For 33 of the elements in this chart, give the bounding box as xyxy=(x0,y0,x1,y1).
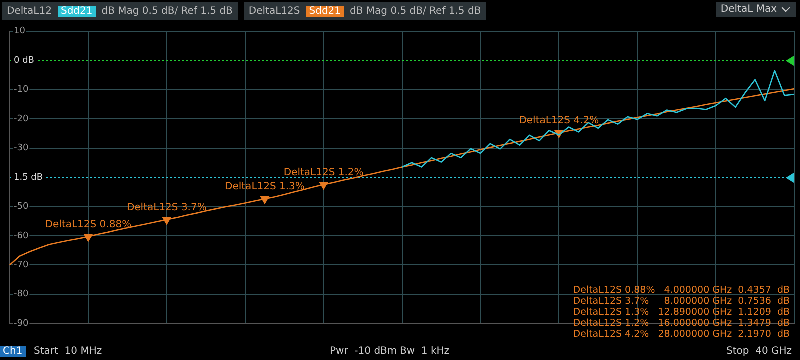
annotation: DeltaL12S 1.2% xyxy=(284,167,364,178)
text: Stop 40 GHz xyxy=(726,346,792,357)
legend-label: DeltaL12 xyxy=(7,6,52,16)
annotation: DeltaL12S 3.7% 8.000000 GHz 0.7536 dB xyxy=(573,296,790,307)
annotation: DeltaL12S 1.2% 16.000000 GHz 1.3479 dB xyxy=(573,318,790,329)
annotation: DeltaL12S 0.88% 4.000000 GHz 0.4357 dB xyxy=(573,285,790,296)
text: Start 10 MHz xyxy=(34,346,102,357)
text: dB Mag 0.5 dB/ Ref 1.5 dB xyxy=(102,6,233,16)
ref-line-label: 0 dB xyxy=(14,56,34,66)
annotation: DeltaL12S 4.2% xyxy=(519,116,600,127)
text: DeltaL12S 4.2% 28.000000 GHz 2.1970 dB xyxy=(573,329,790,340)
y-tick-label: -90 xyxy=(14,318,29,329)
y-tick-label: -20 xyxy=(14,114,29,124)
y-tick-label: -10 xyxy=(14,85,29,96)
annotation: DeltaL12S 3.7% xyxy=(126,202,207,214)
y-tick-label: -30 xyxy=(14,144,29,154)
annotation: DeltaL12S 1.3% 12.890000 GHz 1.1209 dB xyxy=(573,307,790,318)
annotation: DeltaL12S 0.88% xyxy=(45,219,132,230)
y-tick-label: -70 xyxy=(14,260,29,271)
y-tick-label: -80 xyxy=(14,290,29,300)
legend-label: DeltaL12S xyxy=(248,6,300,16)
text: Bw 1 kHz xyxy=(400,346,450,357)
y-tick-label: -50 xyxy=(14,202,29,212)
text: DeltaL Max xyxy=(720,4,777,15)
text: Sdd21 xyxy=(306,6,344,16)
y-tick-label: -60 xyxy=(14,231,29,242)
text: Pwr -10 dBm xyxy=(330,346,398,357)
ref-line-label: 1.5 dB xyxy=(14,172,44,183)
text: Sdd21 xyxy=(58,6,96,16)
text: Ch1 xyxy=(0,346,26,357)
text: dB Mag 0.5 dB/ Ref 1.5 dB xyxy=(350,6,482,16)
annotation: DeltaL12S 1.3% xyxy=(225,182,305,193)
y-tick-label: 10 xyxy=(14,26,26,37)
